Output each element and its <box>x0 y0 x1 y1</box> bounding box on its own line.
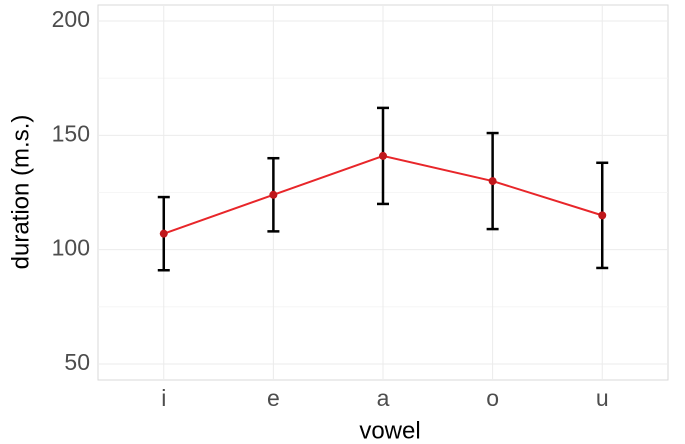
y-tick-label: 200 <box>52 6 90 32</box>
x-tick-label: e <box>267 385 280 411</box>
x-tick-label: o <box>486 385 499 411</box>
x-tick-label: i <box>161 385 166 411</box>
x-tick-label: a <box>377 385 390 411</box>
point <box>159 229 168 238</box>
y-tick-label: 100 <box>52 235 90 261</box>
x-axis-label: vowel <box>359 417 420 444</box>
y-tick-label: 150 <box>52 120 90 146</box>
point <box>269 190 278 199</box>
x-tick-label: u <box>596 385 609 411</box>
point <box>379 151 387 160</box>
y-tick-label: 50 <box>64 349 90 375</box>
y-axis-label: duration (m.s.) <box>7 115 34 270</box>
point <box>488 177 497 186</box>
point <box>598 211 607 220</box>
